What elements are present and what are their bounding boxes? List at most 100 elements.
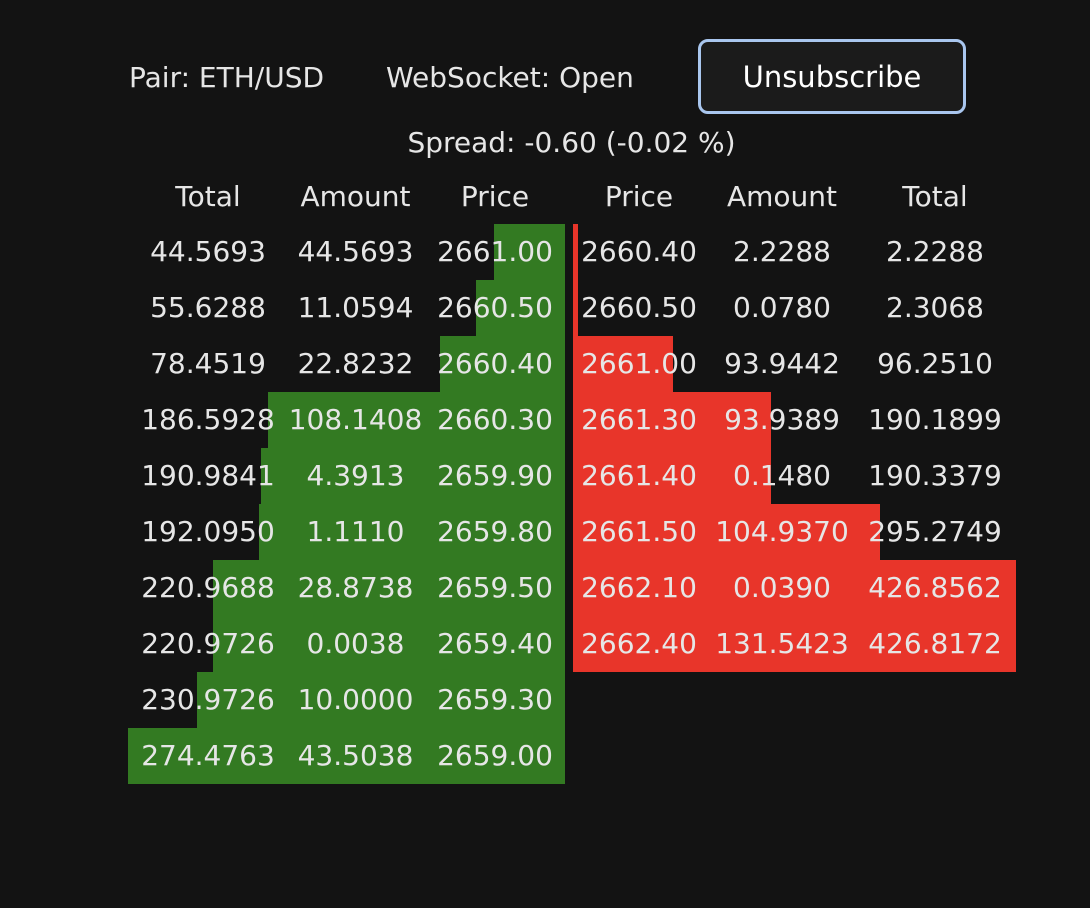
bid-total-cell: 44.5693: [150, 235, 266, 268]
ask-total-cell: 2.3068: [886, 291, 984, 324]
ask-total-cell: 2.2288: [886, 235, 984, 268]
ask-row: 2660.50 0.0780 2.3068: [573, 280, 1016, 336]
bid-depth-bar: [268, 392, 565, 448]
ask-amount-cell: 93.9389: [724, 403, 840, 436]
bid-total-cell: 230.9726: [141, 683, 275, 716]
bid-total-cell: 192.0950: [141, 515, 275, 548]
bid-row: 55.6288 11.0594 2660.50: [128, 280, 565, 336]
ask-total-cell: 96.2510: [877, 347, 993, 380]
bid-total-cell: 274.4763: [141, 739, 275, 772]
ask-price-cell: 2660.50: [581, 291, 697, 324]
ask-depth-bar: [573, 280, 578, 336]
ask-price-cell: 2661.00: [581, 347, 697, 380]
ask-total-cell: 426.8172: [868, 627, 1002, 660]
pair-label: Pair: ETH/USD: [129, 61, 325, 94]
bid-amount-cell: 4.3913: [306, 459, 405, 492]
ask-header-total: Total: [902, 180, 968, 213]
ask-amount-cell: 131.5423: [715, 627, 849, 660]
bid-total-cell: 220.9726: [141, 627, 275, 660]
bid-price-cell: 2661.00: [437, 235, 553, 268]
bid-row: 192.0950 1.1110 2659.80: [128, 504, 565, 560]
ask-amount-cell: 0.0390: [733, 571, 831, 604]
bid-depth-bar: [494, 224, 565, 280]
bid-row: 274.4763 43.5038 2659.00: [128, 728, 565, 784]
bid-amount-cell: 11.0594: [297, 291, 414, 324]
bid-price-cell: 2659.00: [437, 739, 553, 772]
unsubscribe-button[interactable]: Unsubscribe: [698, 39, 966, 114]
bid-row: 220.9688 28.8738 2659.50: [128, 560, 565, 616]
ask-amount-cell: 0.0780: [733, 291, 831, 324]
bid-total-cell: 190.9841: [141, 459, 275, 492]
bid-row: 186.5928 108.1408 2660.30: [128, 392, 565, 448]
bid-depth-bar: [197, 672, 565, 728]
bid-total-cell: 186.5928: [141, 403, 275, 436]
ask-price-cell: 2662.10: [581, 571, 697, 604]
ask-price-cell: 2661.30: [581, 403, 697, 436]
bid-row: 78.4519 22.8232 2660.40: [128, 336, 565, 392]
ask-depth-bar: [573, 616, 1016, 672]
ask-row: 2662.40 131.5423 426.8172: [573, 616, 1016, 672]
header-bar: Pair: ETH/USD WebSocket: Open Unsubscrib…: [0, 38, 1090, 118]
ask-total-cell: 190.3379: [868, 459, 1002, 492]
bid-price-cell: 2659.90: [437, 459, 553, 492]
bid-price-cell: 2660.30: [437, 403, 553, 436]
spread-label: Spread: -0.60 (-0.02 %): [407, 126, 736, 159]
bid-price-cell: 2660.40: [437, 347, 553, 380]
ask-total-cell: 426.8562: [868, 571, 1002, 604]
ask-header-price: Price: [604, 180, 674, 213]
bid-price-cell: 2659.40: [437, 627, 553, 660]
bid-amount-cell: 44.5693: [297, 235, 414, 268]
bid-depth-bar: [259, 504, 565, 560]
bid-amount-cell: 10.0000: [297, 683, 414, 716]
ask-header-amount: Amount: [726, 180, 838, 213]
bid-amount-cell: 108.1408: [288, 403, 423, 436]
bid-depth-bar: [440, 336, 565, 392]
bid-depth-bar: [261, 448, 565, 504]
bid-row: 230.9726 10.0000 2659.30: [128, 672, 565, 728]
bid-price-cell: 2659.50: [437, 571, 553, 604]
bid-depth-bar: [476, 280, 565, 336]
bid-depth-bar: [213, 560, 565, 616]
bid-depth-bar: [128, 728, 565, 784]
bid-price-cell: 2659.30: [437, 683, 553, 716]
bid-amount-cell: 0.0038: [306, 627, 405, 660]
ask-price-cell: 2661.40: [581, 459, 697, 492]
bid-row: 190.9841 4.3913 2659.90: [128, 448, 565, 504]
bid-header-total: Total: [175, 180, 241, 213]
bid-amount-cell: 43.5038: [297, 739, 414, 772]
bid-amount-cell: 22.8232: [297, 347, 414, 380]
ask-depth-bar: [573, 504, 880, 560]
ask-depth-bar: [573, 336, 673, 392]
ask-row: 2661.00 93.9442 96.2510: [573, 336, 1016, 392]
ask-depth-bar: [573, 224, 578, 280]
bid-depth-bar: [213, 616, 565, 672]
websocket-status: WebSocket: Open: [386, 61, 634, 94]
bid-row: 44.5693 44.5693 2661.00: [128, 224, 565, 280]
ask-total-cell: 190.1899: [868, 403, 1002, 436]
bid-header-price: Price: [460, 180, 530, 213]
ask-total-cell: 295.2749: [868, 515, 1002, 548]
bid-total-cell: 78.4519: [150, 347, 266, 380]
ask-depth-bar: [573, 560, 1016, 616]
ask-row: 2660.40 2.2288 2.2288: [573, 224, 1016, 280]
bid-price-cell: 2659.80: [437, 515, 553, 548]
ask-amount-cell: 104.9370: [715, 515, 849, 548]
ask-depth-bar: [573, 448, 771, 504]
ask-depth-bar: [573, 392, 771, 448]
ask-row: 2661.50 104.9370 295.2749: [573, 504, 1016, 560]
bid-price-cell: 2660.50: [437, 291, 553, 324]
bid-amount-cell: 28.8738: [297, 571, 414, 604]
ask-amount-cell: 93.9442: [724, 347, 840, 380]
ask-row: 2662.10 0.0390 426.8562: [573, 560, 1016, 616]
bid-total-cell: 55.6288: [150, 291, 266, 324]
bid-total-cell: 220.9688: [141, 571, 275, 604]
ask-amount-cell: 2.2288: [733, 235, 831, 268]
ask-price-cell: 2661.50: [581, 515, 697, 548]
bid-row: 220.9726 0.0038 2659.40: [128, 616, 565, 672]
ask-price-cell: 2662.40: [581, 627, 697, 660]
ask-price-cell: 2660.40: [581, 235, 697, 268]
ask-amount-cell: 0.1480: [733, 459, 831, 492]
bid-amount-cell: 1.1110: [306, 515, 405, 548]
ask-row: 2661.30 93.9389 190.1899: [573, 392, 1016, 448]
bid-header-amount: Amount: [300, 180, 411, 213]
